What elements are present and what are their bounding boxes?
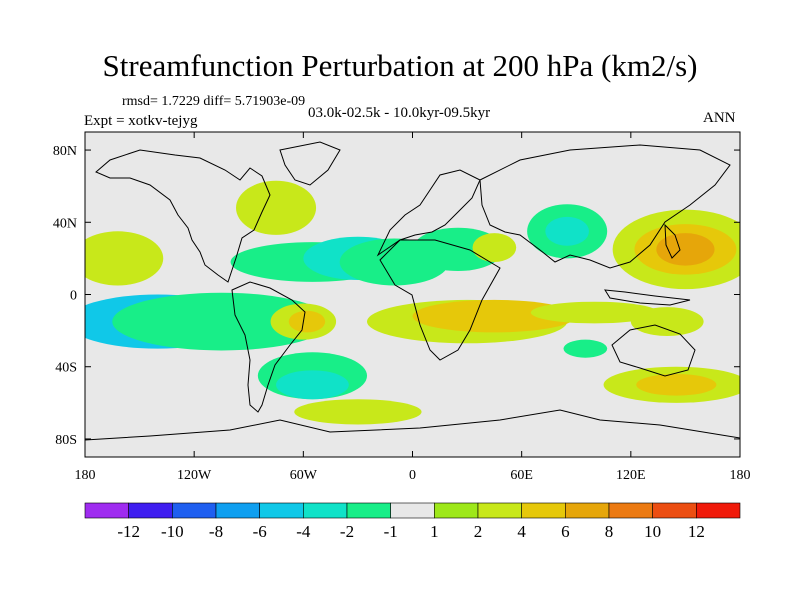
coastline-australia [611,324,696,377]
colorbar-swatch [565,502,610,519]
anomaly-region-21 [656,233,715,266]
anomaly-region-13 [236,180,317,235]
x-tick-label: 180 [75,468,96,483]
anomaly-region-27 [294,399,422,425]
x-tick-label: 60W [290,468,318,483]
colorbar-label: 10 [644,522,661,541]
colorbar-label: -10 [161,522,184,541]
anomaly-region-18 [412,299,577,333]
anomaly-region-12 [130,177,186,214]
coastline-japan [664,223,681,259]
x-tick-label: 120W [177,468,212,483]
colorbar-swatch [84,502,129,519]
coastlines [85,141,740,441]
chart-title: Streamfunction Perturbation at 200 hPa (… [102,48,698,83]
colorbar-swatch [696,502,741,519]
anomaly-region-14 [85,231,164,286]
coastline-africa [379,239,501,361]
coastline-south-america [231,281,306,413]
season-label: ANN [703,110,736,126]
period-label: 03.0k-02.5k - 10.0kyr-09.5kyr [308,105,491,121]
anomaly-region-29 [630,307,704,337]
coastline-antarctica [85,409,740,441]
colorbar-label: -2 [340,522,354,541]
anomaly-region-8 [545,216,589,246]
colorbar-label: -4 [296,522,311,541]
axes: 180 120W 60W 0 60E 120E 180 80N 40N 0 40S 80S [53,132,751,483]
y-tick-label: 0 [70,289,77,304]
coastline-indonesia [604,289,691,306]
colorbar-label: 8 [605,522,614,541]
colorbar-swatch [521,502,566,519]
y-tick-label: 40N [53,216,77,231]
coastline-greenland [279,141,341,186]
colorbar-swatch [652,502,697,519]
anomaly-region-9 [485,144,631,174]
colorbar-label: 4 [517,522,526,541]
colorbar-label: 6 [561,522,570,541]
anomaly-region-25 [563,339,608,358]
coastline-asia [479,144,731,269]
x-tick-label: 120E [616,468,646,483]
colorbar-swatch [259,502,304,519]
x-tick-label: 180 [730,468,751,483]
colorbar-swatch [346,502,391,519]
colorbar-swatch [608,502,653,519]
colorbar-label: 12 [688,522,705,541]
anomaly-region-23 [636,373,717,396]
colorbar-label: 1 [430,522,439,541]
anomaly-region-2 [112,292,331,351]
anomaly-region-11 [276,370,349,400]
colorbar-label: 2 [474,522,483,541]
colorbar-swatch [215,502,260,519]
anomaly-region-26 [472,233,517,262]
colorbar-swatch [434,502,479,519]
colorbar-swatch [390,502,435,519]
y-tick-label: 40S [55,361,77,376]
stats-label: rmsd= 1.7229 diff= 5.71903e-09 [122,94,306,109]
colorbar-swatch [477,502,522,519]
x-tick-label: 60E [510,468,533,483]
colorbar-label: -1 [384,522,398,541]
colorbar-label: -12 [117,522,140,541]
colorbar-swatch [128,502,173,519]
colorbar-label: -6 [253,522,267,541]
x-tick-label: 0 [409,468,416,483]
colorbar-swatch [172,502,217,519]
y-tick-label: 80S [55,433,77,448]
anomaly-region-16 [288,310,326,333]
colorbar-label: -8 [209,522,223,541]
plot-frame [84,131,741,458]
colorbar-swatch [303,502,348,519]
coastline-north-america [95,149,271,283]
y-tick-label: 80N [53,144,77,159]
anomaly-region-28 [530,301,659,324]
experiment-label: Expt = xotkv-tejyg [84,113,198,129]
colorbar: -12 -10 -8 -6 -4 -2 -1 1 2 4 6 8 10 12 [84,502,741,541]
